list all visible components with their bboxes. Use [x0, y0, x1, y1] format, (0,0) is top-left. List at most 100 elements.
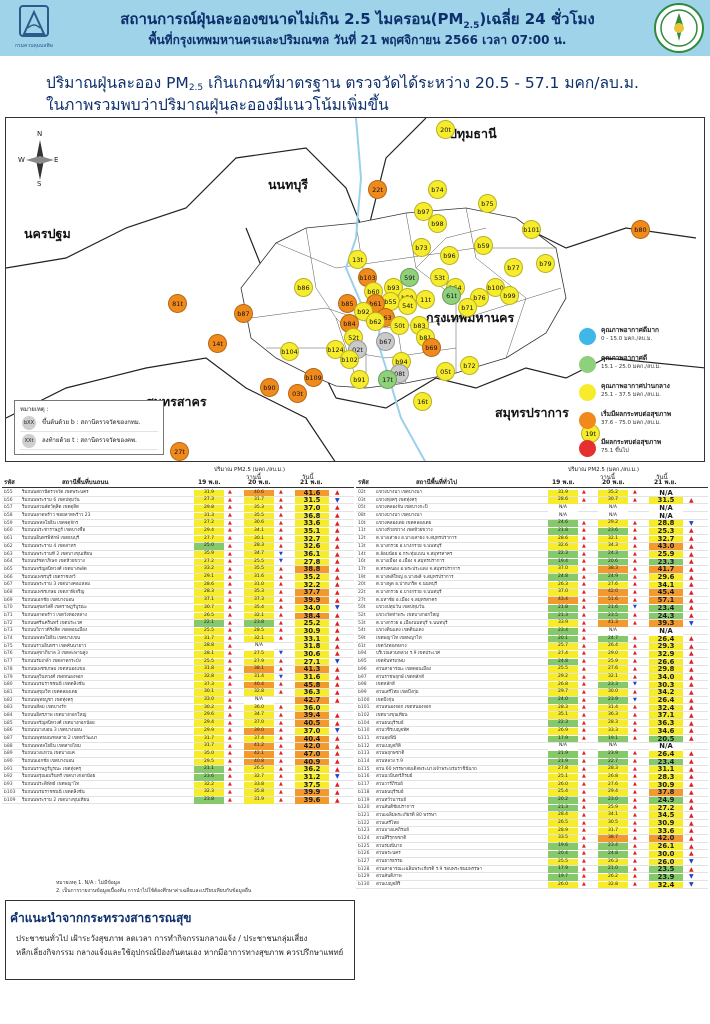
- station-marker-b75[interactable]: b75: [478, 194, 497, 213]
- trend-up-icon: ▲: [689, 604, 694, 612]
- value-nov-21: 38.8: [295, 566, 329, 574]
- station-marker-b59[interactable]: b59: [474, 236, 493, 255]
- station-name: ริมถนนจรัญสนิทวงศ์ เขตบางกอกน้อย: [22, 720, 95, 726]
- trend-up-icon: ▲: [582, 612, 586, 618]
- station-marker-b73[interactable]: b73: [412, 238, 431, 257]
- table-row: b100 เขตบึงกุ่ม 24.0 23.9 26.4 ▲ ▼ ▲: [356, 697, 708, 705]
- station-marker-03t[interactable]: 03t: [288, 384, 307, 403]
- trend-up-icon: ▲: [633, 565, 637, 572]
- station-marker-54t[interactable]: 54t: [398, 296, 417, 315]
- trend-up-icon: ▲: [689, 681, 694, 689]
- value-nov-21: 26.4: [649, 751, 683, 758]
- trend-down-icon: ▼: [335, 604, 340, 612]
- station-marker-b104[interactable]: b104: [280, 342, 299, 361]
- station-marker-b86[interactable]: b86: [294, 278, 313, 297]
- station-name: ริมถนนเอกชัย เขตบางบอน: [22, 597, 75, 603]
- station-marker-b99[interactable]: b99: [500, 286, 519, 305]
- trend-up-icon: ▲: [633, 635, 637, 642]
- table-row: b67 ริมถนนพระราม 3 เขตบางคอแหลม 28.6 31.0 32…: [2, 581, 354, 589]
- trend-up-icon: ▲: [335, 688, 340, 696]
- value-nov-20: 40.6: [244, 489, 274, 497]
- trend-up-icon: ▲: [228, 604, 232, 611]
- station-marker-81t[interactable]: 81t: [168, 294, 187, 313]
- trend-up-icon: ▲: [582, 711, 586, 718]
- value-nov-21: 45.4: [649, 589, 683, 597]
- trend-up-icon: ▲: [633, 727, 637, 734]
- value-nov-20: 27.9: [244, 658, 274, 666]
- table-row: b96 สวนสาธารณะ เขตดอนเมือง 25.5 27.6 29.8 ▲ ▲ ▲: [356, 666, 708, 674]
- station-marker-b72[interactable]: b72: [460, 356, 479, 375]
- trend-up-icon: ▲: [582, 819, 586, 826]
- trend-up-icon: ▲: [279, 596, 283, 603]
- value-nov-19: 21.3: [548, 612, 578, 620]
- station-marker-b109[interactable]: b109: [304, 368, 323, 387]
- trend-up-icon: ▲: [279, 688, 283, 695]
- station-marker-b80[interactable]: b80: [631, 220, 650, 239]
- station-marker-b79[interactable]: b79: [536, 254, 555, 273]
- station-marker-b98[interactable]: b98: [428, 214, 447, 233]
- station-name: เขตจันทรเกษม: [376, 659, 405, 665]
- station-marker-22t[interactable]: 22t: [368, 180, 387, 199]
- trend-up-icon: ▲: [633, 750, 637, 757]
- station-marker-b77[interactable]: b77: [504, 258, 523, 277]
- trend-up-icon: ▲: [582, 604, 586, 611]
- station-marker-b71[interactable]: b71: [458, 298, 477, 317]
- trend-up-icon: ▲: [689, 665, 694, 673]
- station-marker-b91[interactable]: b91: [350, 370, 369, 389]
- station-marker-b67[interactable]: b67: [376, 332, 395, 351]
- station-marker-b102[interactable]: b102: [340, 350, 359, 369]
- trend-down-icon: ▼: [689, 858, 694, 865]
- value-nov-20: 29.0: [598, 650, 628, 658]
- station-marker-13t[interactable]: 13t: [348, 250, 367, 269]
- station-marker-b62[interactable]: b62: [366, 312, 385, 331]
- station-marker-17t[interactable]: 17t: [378, 370, 397, 389]
- table-row: 02t แขวงบางนา เขตบางนา 31.9 35.2 N/A ▲ ▲: [356, 489, 708, 497]
- station-marker-b97[interactable]: b97: [414, 202, 433, 221]
- value-nov-21: 35.1: [295, 528, 329, 535]
- trend-up-icon: ▲: [633, 773, 637, 780]
- station-name: ริมถนนศรีนครินทร์ เขตประเวศ: [22, 620, 83, 626]
- station-code: 13t: [358, 543, 366, 549]
- station-marker-b101[interactable]: b101: [522, 220, 541, 239]
- station-marker-16t[interactable]: 16t: [413, 392, 432, 411]
- station-marker-50t[interactable]: 50t: [390, 316, 409, 335]
- trend-up-icon: ▲: [279, 565, 283, 572]
- table-row: b125 สวนรมณีนาถ 19.6 23.4 26.1 ▲ ▲ ▲: [356, 843, 708, 851]
- trend-up-icon: ▲: [582, 581, 586, 588]
- station-marker-14t[interactable]: 14t: [208, 334, 227, 353]
- trend-up-icon: ▲: [228, 681, 232, 688]
- station-marker-b69[interactable]: b69: [422, 338, 441, 357]
- table-rows: b55 ริมถนนสถานีตรวจวัด เขตพระนคร 31.9 40.6 4…: [2, 489, 354, 805]
- trend-up-icon: ▲: [582, 527, 586, 534]
- station-marker-b96[interactable]: b96: [440, 246, 459, 265]
- table-row: b70 ริมถนนสุขสวัสดิ์ เขตราษฎร์บูรณะ 30.7 35…: [2, 604, 354, 612]
- trend-up-icon: ▲: [689, 711, 694, 719]
- station-marker-b90[interactable]: b90: [260, 378, 279, 397]
- value-nov-20: 20.6: [598, 558, 628, 566]
- station-marker-b74[interactable]: b74: [428, 180, 447, 199]
- station-marker-b87[interactable]: b87: [234, 304, 253, 323]
- station-name: สวนสันติภาพ: [376, 874, 402, 880]
- trend-up-icon: ▲: [582, 665, 586, 672]
- station-marker-27t[interactable]: 27t: [170, 442, 189, 461]
- value-nov-21: 37.1: [649, 712, 683, 720]
- value-nov-19: 21.3: [548, 804, 578, 812]
- station-name: แขวงวัดท่าพระ เขตบางกอกใหญ่: [376, 613, 440, 618]
- station-code: b112: [358, 743, 370, 749]
- summary-line-2: ในภาพรวมพบว่าปริมาณฝุ่นละอองมีแนวโน้มเพิ…: [46, 96, 389, 114]
- station-name: ริมถนนรามอินทรา เขตคันนายาว: [22, 643, 87, 649]
- table-row: b82 ริมถนนพุทธบูชา เขตทุ่งครุ 33.0 N/A 42.7 ▲…: [2, 697, 354, 705]
- trend-up-icon: ▲: [582, 550, 586, 557]
- station-marker-05t[interactable]: 05t: [436, 362, 455, 381]
- station-marker-61t[interactable]: 61t: [442, 286, 461, 305]
- station-marker-20t[interactable]: 20t: [436, 120, 455, 139]
- station-name: สวนเบญจกิติ: [376, 743, 401, 749]
- value-nov-21: 33.6: [295, 520, 329, 527]
- station-marker-59t[interactable]: 59t: [400, 268, 419, 287]
- station-marker-11t[interactable]: 11t: [416, 290, 435, 309]
- trend-up-icon: ▲: [633, 804, 637, 811]
- station-marker-53t[interactable]: 53t: [430, 268, 449, 287]
- yesterday-label: วานนี้: [246, 474, 261, 481]
- station-code: b109: [4, 797, 16, 803]
- value-nov-20: 41.2: [244, 743, 274, 750]
